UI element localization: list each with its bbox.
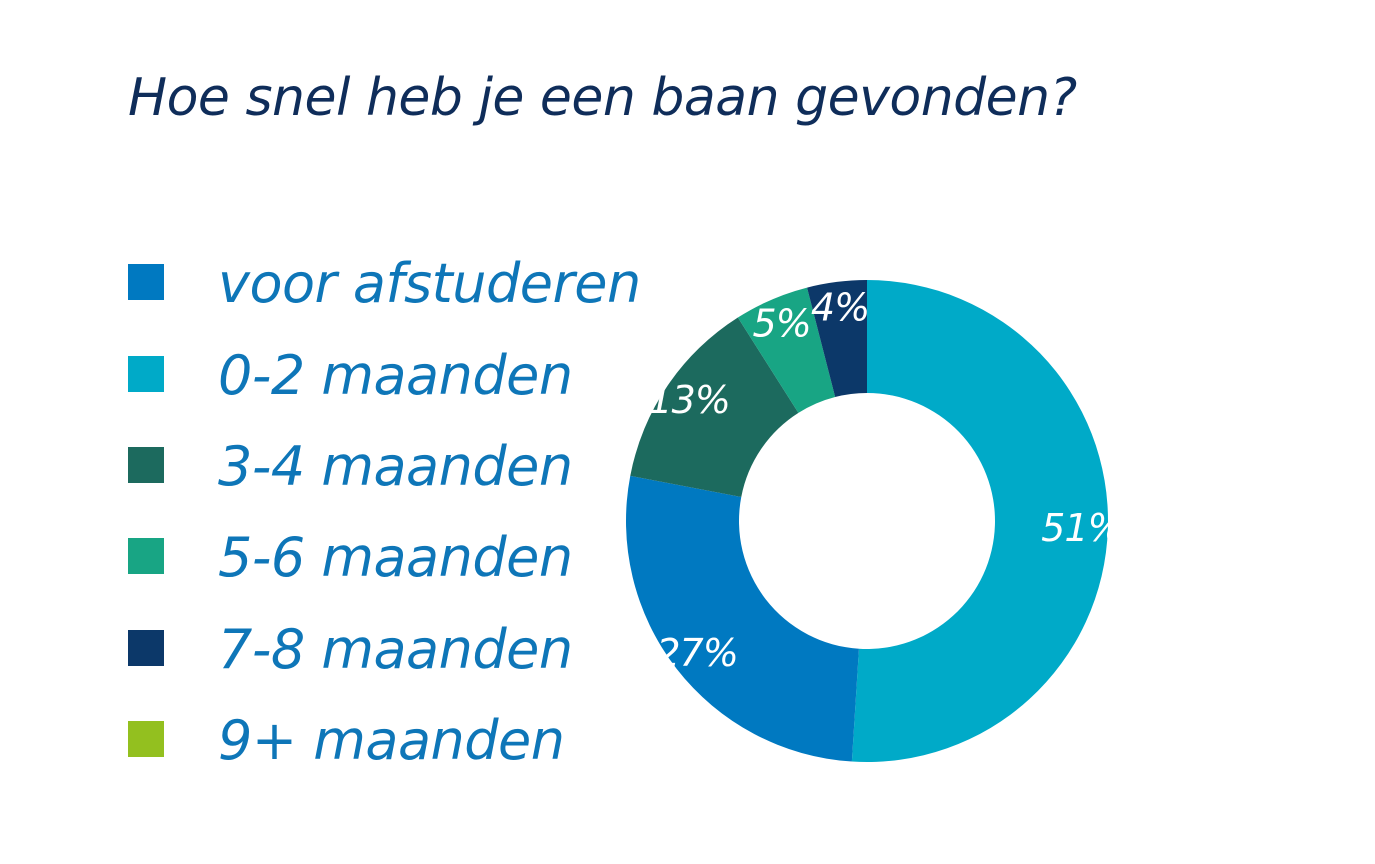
- legend-item-0-2-maanden: 0-2 maanden: [128, 330, 628, 420]
- legend-label: 3-4 maanden: [218, 435, 573, 498]
- legend-label: voor afstuderen: [218, 252, 641, 315]
- slice-label: 13%: [648, 378, 729, 422]
- legend-label: 7-8 maanden: [218, 618, 573, 681]
- legend-swatch: [128, 721, 164, 757]
- donut-slice-0-2-maanden: [851, 280, 1108, 762]
- legend-label: 0-2 maanden: [218, 344, 573, 407]
- legend-item-voor-afstuderen: voor afstuderen: [128, 238, 641, 328]
- legend-swatch: [128, 264, 164, 300]
- chart-title: Hoe snel heb je een baan gevonden?: [128, 68, 1077, 128]
- donut-chart: 51% 27% 13% 5% 4%: [626, 280, 1124, 762]
- legend-item-5-6-maanden: 5-6 maanden: [128, 512, 628, 602]
- donut-slice-5-6-maanden: [737, 287, 836, 413]
- legend-item-3-4-maanden: 3-4 maanden: [128, 421, 628, 511]
- legend-swatch: [128, 538, 164, 574]
- legend-swatch: [128, 447, 164, 483]
- legend-label: 9+ maanden: [218, 709, 565, 772]
- slice-label: 51%: [1041, 506, 1122, 550]
- slice-label: 5%: [752, 302, 810, 346]
- slice-label: 27%: [656, 631, 737, 675]
- donut-slice-voor-afstuderen: [626, 475, 859, 762]
- slice-label: 4%: [811, 286, 869, 330]
- legend-swatch: [128, 630, 164, 666]
- legend-label: 5-6 maanden: [218, 526, 573, 589]
- legend-item-7-8-maanden: 7-8 maanden: [128, 604, 628, 694]
- legend-swatch: [128, 356, 164, 392]
- donut-slice-3-4-maanden: [630, 317, 799, 498]
- legend-item-9-plus-maanden: 9+ maanden: [128, 695, 628, 785]
- donut-slice-7-8-maanden: [807, 280, 867, 398]
